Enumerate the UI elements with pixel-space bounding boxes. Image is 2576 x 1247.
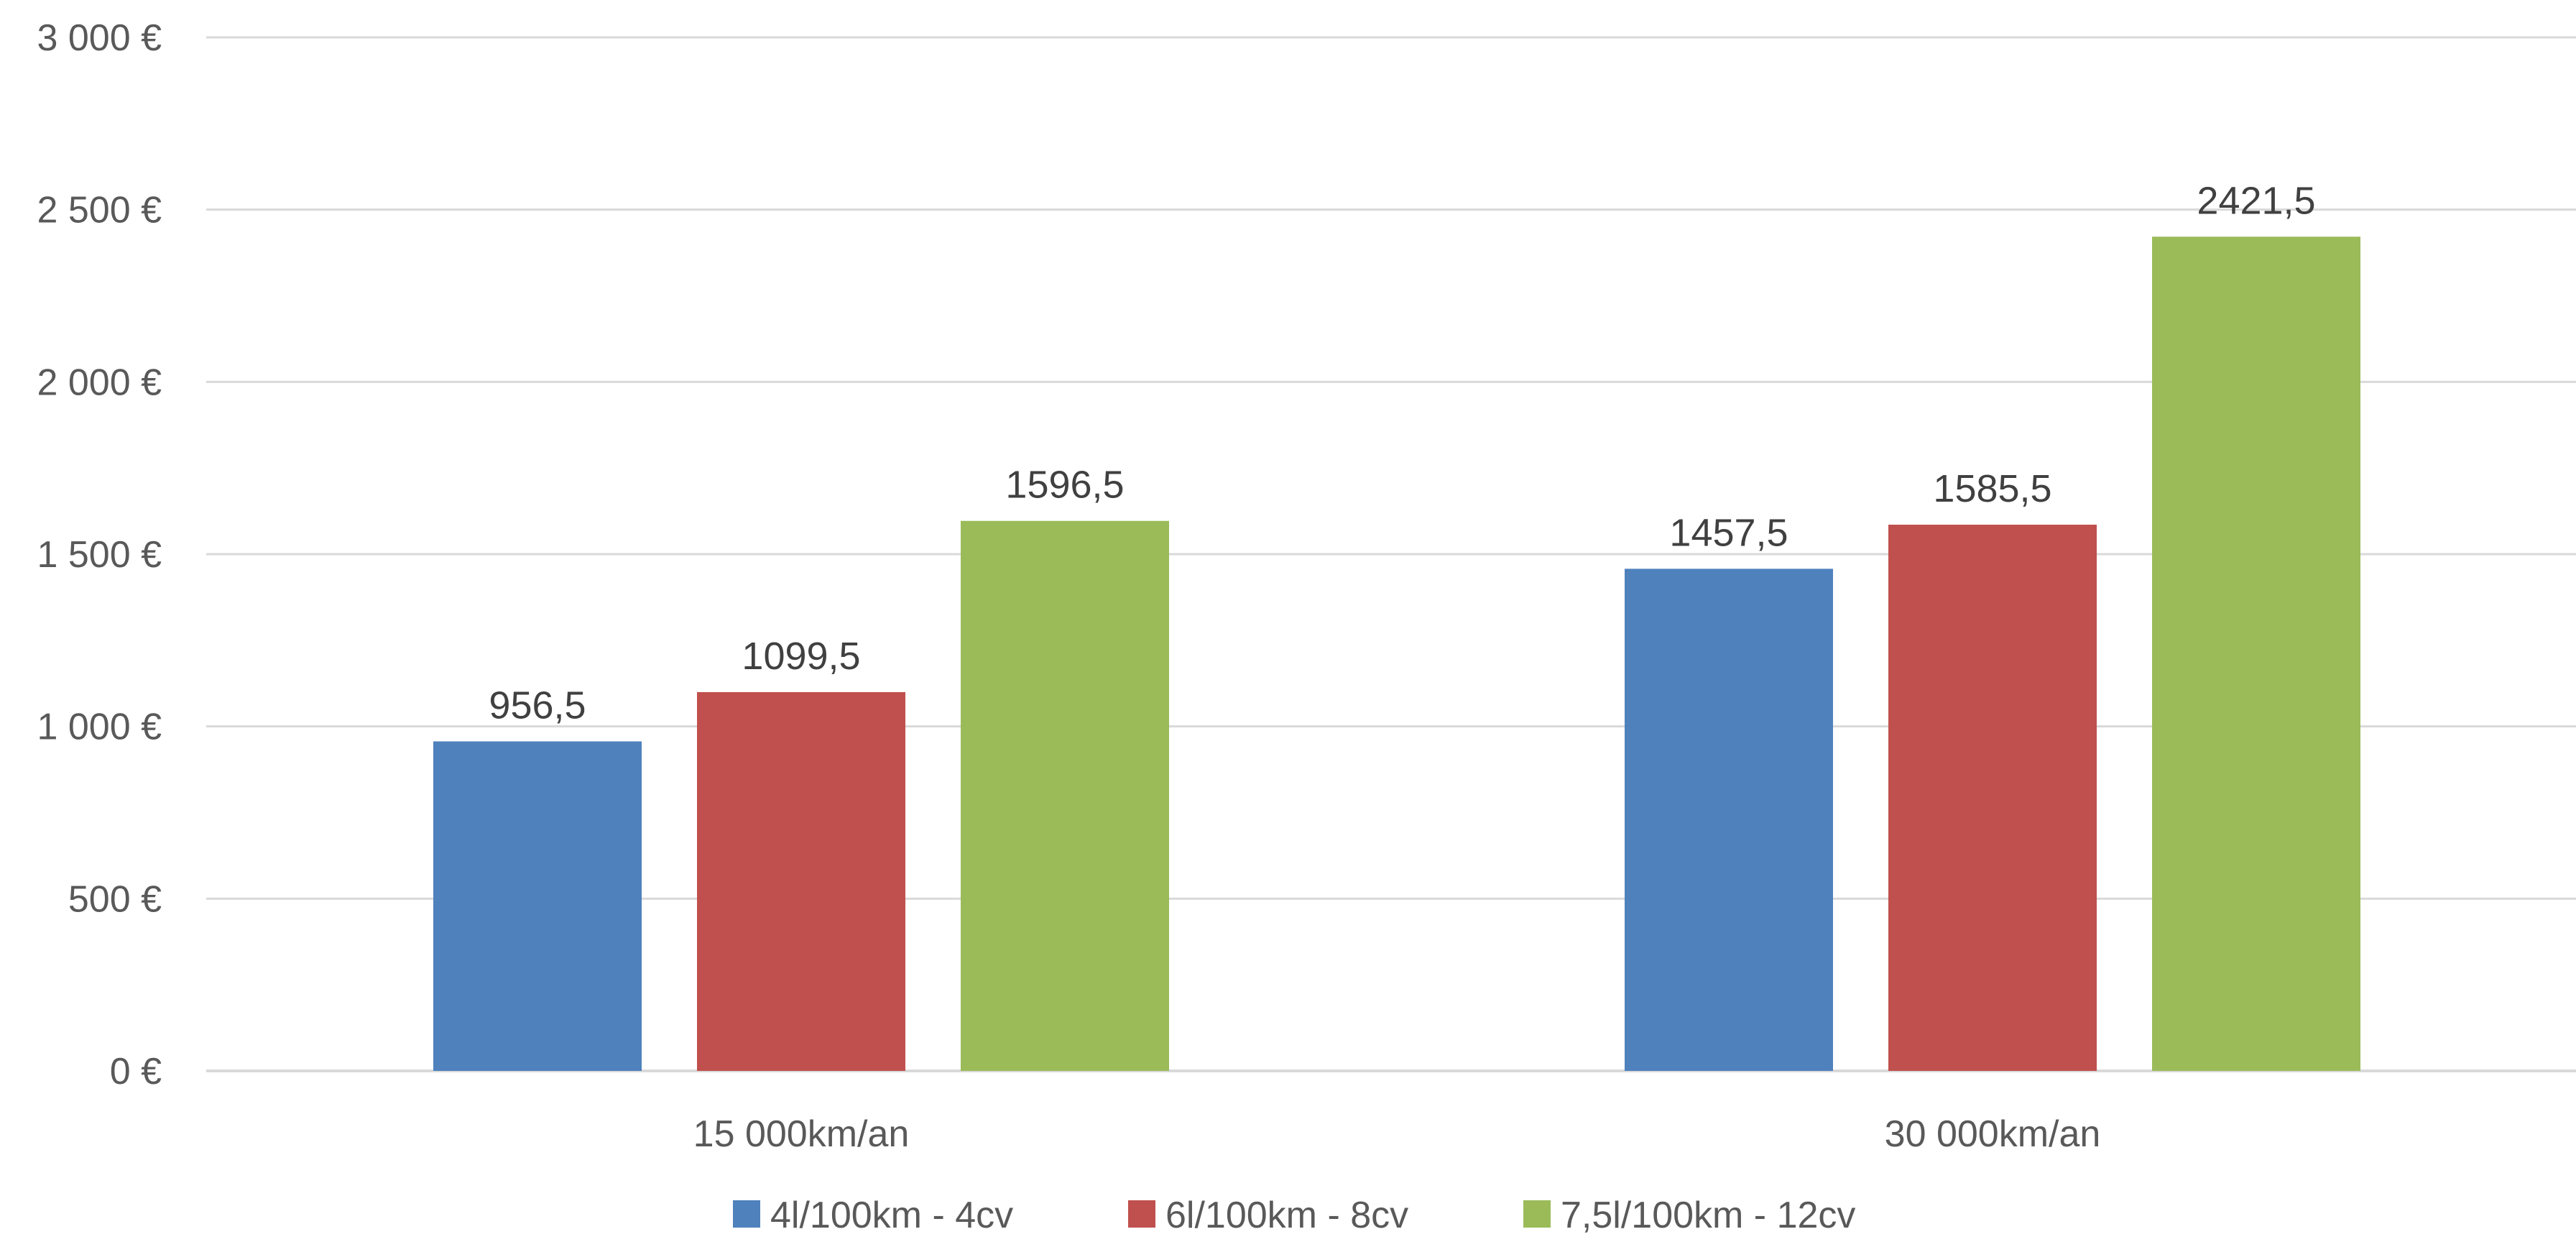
x-axis-categories: 15 000km/an 30 000km/an [693, 1113, 2101, 1155]
bar [961, 520, 1169, 1071]
bar [697, 691, 905, 1071]
legend-swatch [733, 1200, 760, 1228]
y-tick-label: 3 000 € [37, 17, 162, 59]
data-label: 1596,5 [1005, 464, 1124, 507]
y-tick-label: 2 000 € [37, 362, 162, 403]
data-label: 1099,5 [742, 635, 860, 678]
y-axis-ticks: 0 € 500 € 1 000 € 1 500 € 2 000 € 2 500 € 3 00… [37, 17, 162, 1092]
legend: 4l/100km - 4cv 6l/100km - 8cv 7,5l/100km -… [733, 1195, 1855, 1236]
legend-swatch [1523, 1200, 1551, 1228]
legend-label: 4l/100km - 4cv [770, 1195, 1013, 1236]
y-tick-label: 2 500 € [37, 190, 162, 231]
x-category-label: 30 000km/an [1885, 1113, 2101, 1155]
legend-label: 6l/100km - 8cv [1165, 1195, 1408, 1236]
bar [433, 741, 642, 1071]
y-tick-label: 500 € [68, 878, 162, 920]
bar [1625, 569, 1833, 1071]
legend-label: 7,5l/100km - 12cv [1561, 1195, 1855, 1236]
y-tick-label: 0 € [110, 1051, 162, 1092]
bar [1888, 525, 2097, 1071]
legend-swatch [1128, 1200, 1155, 1228]
data-label: 2421,5 [2197, 179, 2315, 222]
x-category-label: 15 000km/an [693, 1113, 910, 1155]
data-labels: 956,5 1099,5 1596,5 1457,5 1585,5 2421,5 [489, 179, 2315, 727]
y-tick-label: 1 500 € [37, 534, 162, 576]
data-label: 956,5 [489, 684, 586, 727]
bar [2152, 236, 2360, 1072]
y-tick-label: 1 000 € [37, 707, 162, 748]
data-label: 1585,5 [1933, 467, 2051, 510]
bars [433, 236, 2360, 1072]
data-label: 1457,5 [1669, 511, 1788, 554]
